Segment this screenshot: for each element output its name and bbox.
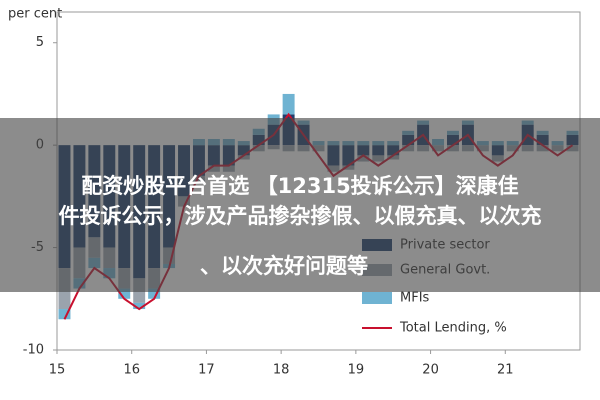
- bar: [118, 288, 131, 299]
- bar: [133, 302, 146, 310]
- legend-swatch: [362, 292, 392, 304]
- x-tick-label: 16: [123, 363, 140, 378]
- bar: [58, 309, 71, 320]
- banner-line: 配资炒股平台首选 【12315投诉公示】深康佳: [81, 174, 519, 198]
- y-tick-label: 5: [36, 35, 44, 50]
- bar: [282, 93, 295, 115]
- x-tick-label: 19: [348, 363, 365, 378]
- banner-line: 件投诉公示，涉及产品掺杂掺假、以假充真、以次充: [58, 204, 542, 228]
- x-tick-label: 18: [273, 363, 290, 378]
- x-tick-label: 20: [422, 363, 439, 378]
- y-tick-label: -10: [23, 343, 44, 358]
- legend-label: Total Lending, %: [399, 321, 507, 336]
- x-tick-label: 17: [198, 363, 215, 378]
- overlay-banner: 配资炒股平台首选 【12315投诉公示】深康佳 件投诉公示，涉及产品掺杂掺假、以…: [0, 118, 600, 292]
- x-tick-label: 21: [497, 363, 514, 378]
- y-axis-label: per cent: [8, 7, 62, 22]
- legend-label: MFIs: [400, 291, 430, 306]
- x-tick-label: 15: [49, 363, 66, 378]
- banner-line: 、以次充好问题等: [200, 254, 368, 278]
- bar: [148, 288, 161, 299]
